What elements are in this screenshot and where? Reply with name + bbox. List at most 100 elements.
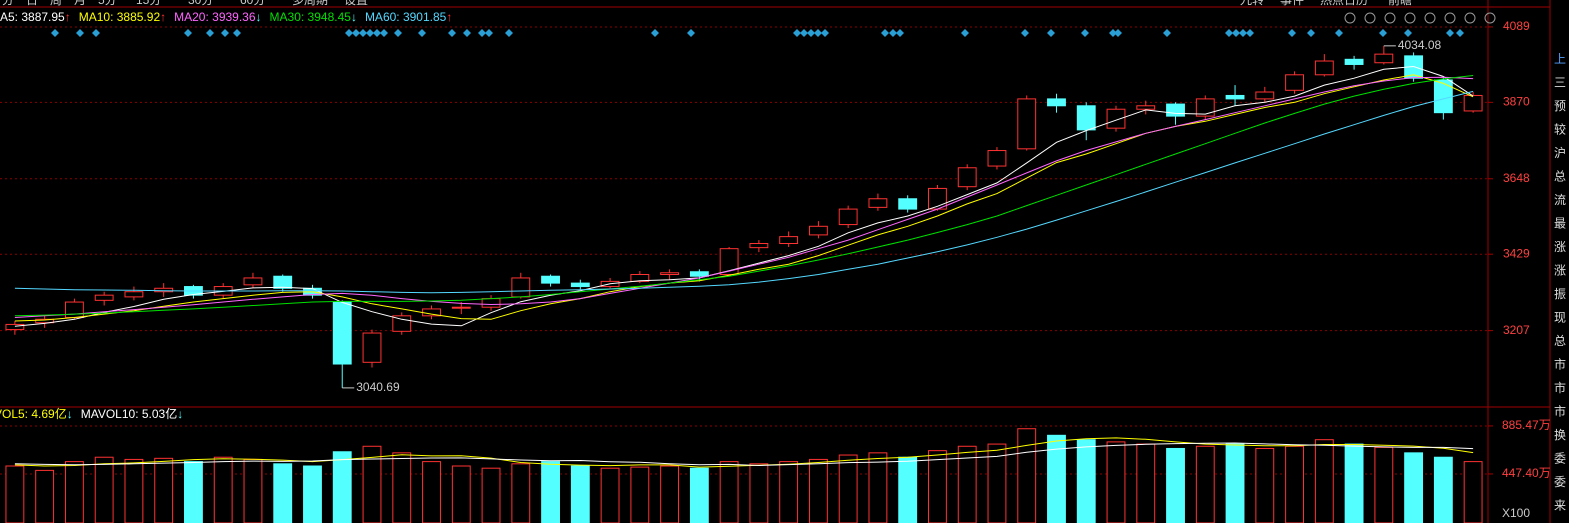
candle-body: [1076, 105, 1096, 131]
event-marker[interactable]: [418, 29, 426, 37]
ma-line: [14, 90, 1474, 294]
event-marker[interactable]: [184, 29, 192, 37]
toolbar-tab[interactable]: 热点日历: [1320, 0, 1368, 7]
event-marker[interactable]: [51, 29, 59, 37]
volume-bar: [451, 465, 471, 523]
event-marker[interactable]: [92, 29, 100, 37]
toolbar-tab[interactable]: 多周期: [292, 0, 328, 7]
event-marker[interactable]: [233, 29, 241, 37]
candle-body: [451, 306, 471, 309]
event-marker[interactable]: [1456, 29, 1464, 37]
event-marker[interactable]: [881, 29, 889, 37]
toolbar-tab[interactable]: 周: [50, 0, 62, 7]
volume-bar: [570, 465, 590, 523]
event-marker[interactable]: [1239, 29, 1247, 37]
event-marker[interactable]: [1379, 29, 1387, 37]
sidebar-text: 来: [1554, 499, 1566, 513]
event-marker[interactable]: [1246, 29, 1254, 37]
volume-bar: [213, 456, 233, 523]
volume-bar: [154, 457, 174, 523]
volume-bar: [868, 452, 888, 523]
tool-icon[interactable]: [1404, 12, 1416, 24]
event-marker[interactable]: [687, 29, 695, 37]
candle-body: [1374, 53, 1394, 64]
tool-icon[interactable]: [1464, 12, 1476, 24]
toolbar-tab[interactable]: 60分: [240, 0, 265, 7]
candle-body: [481, 298, 501, 308]
ma-line: [14, 74, 1474, 322]
volume-bar: [422, 461, 441, 523]
event-marker[interactable]: [1081, 29, 1089, 37]
tool-icon[interactable]: [1424, 12, 1436, 24]
ma-line: [14, 75, 1474, 317]
event-marker[interactable]: [1232, 29, 1240, 37]
event-marker[interactable]: [807, 29, 815, 37]
event-marker[interactable]: [394, 29, 402, 37]
y-tick-label: 3648: [1503, 171, 1530, 185]
candle-body: [124, 291, 144, 298]
tool-icon[interactable]: [1484, 12, 1496, 24]
tool-icon[interactable]: [1444, 12, 1456, 24]
toolbar-tab[interactable]: 15分: [136, 0, 161, 7]
event-marker[interactable]: [505, 29, 513, 37]
volume-bar: [1166, 447, 1185, 523]
event-marker[interactable]: [1335, 29, 1343, 37]
event-marker[interactable]: [1109, 29, 1117, 37]
event-marker[interactable]: [206, 29, 214, 37]
event-marker[interactable]: [1047, 29, 1055, 37]
toolbar-tab[interactable]: 分: [2, 0, 14, 7]
event-marker[interactable]: [1163, 29, 1171, 37]
event-marker[interactable]: [352, 29, 360, 37]
event-marker[interactable]: [1021, 29, 1029, 37]
event-marker[interactable]: [896, 29, 904, 37]
candle-body: [1136, 105, 1156, 110]
event-marker[interactable]: [76, 29, 84, 37]
toolbar-tab[interactable]: 事件: [1280, 0, 1304, 7]
legend-entry: MA20: 3939.36: [174, 10, 256, 24]
toolbar-tab[interactable]: 九转: [1240, 0, 1264, 7]
volume-bar: [35, 469, 55, 523]
volume-bar: [303, 465, 322, 523]
legend-entry: MA10: 3885.92: [79, 10, 161, 24]
toolbar-tab[interactable]: 设置: [344, 0, 368, 7]
event-marker[interactable]: [1114, 29, 1122, 37]
legend: MA5: 3887.95↑MA10: 3885.92↑MA20: 3939.36…: [0, 10, 452, 24]
sidebar-text: 委: [1554, 475, 1566, 489]
event-marker[interactable]: [373, 29, 381, 37]
event-marker[interactable]: [651, 29, 659, 37]
event-marker[interactable]: [1446, 29, 1454, 37]
tool-icon[interactable]: [1384, 12, 1396, 24]
candle-body: [243, 277, 263, 286]
event-marker[interactable]: [448, 29, 456, 37]
toolbar-tab[interactable]: 5分: [98, 0, 117, 7]
event-marker[interactable]: [345, 29, 353, 37]
event-marker[interactable]: [359, 29, 367, 37]
toolbar-tab[interactable]: 前瞻: [1388, 0, 1412, 7]
event-marker[interactable]: [380, 29, 388, 37]
tool-icon[interactable]: [1344, 12, 1356, 24]
event-marker[interactable]: [463, 29, 471, 37]
event-marker[interactable]: [1307, 29, 1315, 37]
event-marker[interactable]: [961, 29, 969, 37]
tool-icon[interactable]: [1364, 12, 1376, 24]
sidebar-text: 涨: [1554, 263, 1566, 278]
event-marker[interactable]: [1404, 29, 1412, 37]
toolbar-tab[interactable]: 30分: [188, 0, 213, 7]
y-tick-label: 3870: [1503, 95, 1530, 109]
event-marker[interactable]: [1288, 29, 1296, 37]
event-marker[interactable]: [485, 29, 493, 37]
event-marker[interactable]: [821, 29, 829, 37]
event-marker[interactable]: [1225, 29, 1233, 37]
toolbar-tab[interactable]: 日: [26, 0, 38, 7]
volume-bar: [184, 461, 203, 523]
volume-bar: [928, 450, 947, 523]
event-marker[interactable]: [800, 29, 808, 37]
event-marker[interactable]: [814, 29, 822, 37]
event-marker[interactable]: [366, 29, 374, 37]
event-marker[interactable]: [221, 29, 229, 37]
event-marker[interactable]: [478, 29, 486, 37]
event-marker[interactable]: [793, 29, 801, 37]
event-marker[interactable]: [889, 29, 897, 37]
toolbar-tab[interactable]: 月: [74, 0, 86, 7]
